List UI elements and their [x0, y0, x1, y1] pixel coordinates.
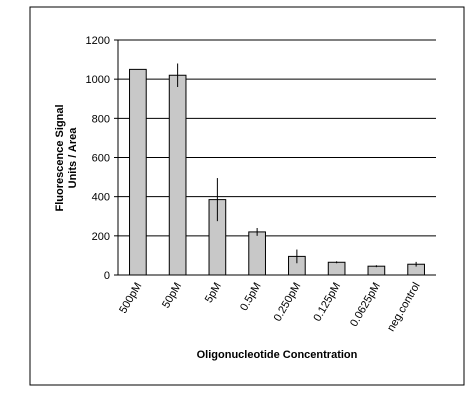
error-bars [177, 63, 417, 268]
x-tick-label: 0.5pM [238, 281, 264, 313]
y-tick-label: 600 [92, 153, 110, 165]
y-tick-label: 200 [92, 231, 110, 243]
x-axis-title: Oligonucleotide Concentration [197, 349, 358, 361]
bar [367, 265, 386, 276]
outer-border [29, 6, 465, 386]
x-tick-label: 5pM [203, 281, 224, 306]
y-tick-label: 1000 [86, 74, 110, 86]
y-tick-label: 400 [92, 192, 110, 204]
x-tick-label: 0.125pM [311, 281, 343, 324]
bar [327, 261, 346, 276]
bar [168, 74, 187, 276]
y-tick-label: 800 [92, 113, 110, 125]
x-tick-label: 50pM [160, 281, 184, 311]
bar [129, 68, 147, 276]
y-axis-title-line2: Units / Area [67, 127, 79, 189]
y-tick-labels: 0 200 400 600 800 1000 1200 [86, 35, 118, 282]
y-axis-title-line1: Fluorescence Signal [54, 105, 66, 212]
x-tick-label: 500pM [117, 281, 144, 316]
x-tick-label: 0.0625pM [348, 281, 383, 329]
y-tick-label: 1200 [86, 35, 110, 47]
bar [248, 231, 266, 276]
y-tick-label: 0 [104, 270, 110, 282]
x-tick-label: neg.control [385, 281, 423, 334]
x-tick-labels: 500pM 50pM 5pM 0.5pM 0.250pM 0.125pM 0.0625pM n… [117, 281, 422, 334]
x-tick-label: 0.250pM [272, 281, 304, 324]
